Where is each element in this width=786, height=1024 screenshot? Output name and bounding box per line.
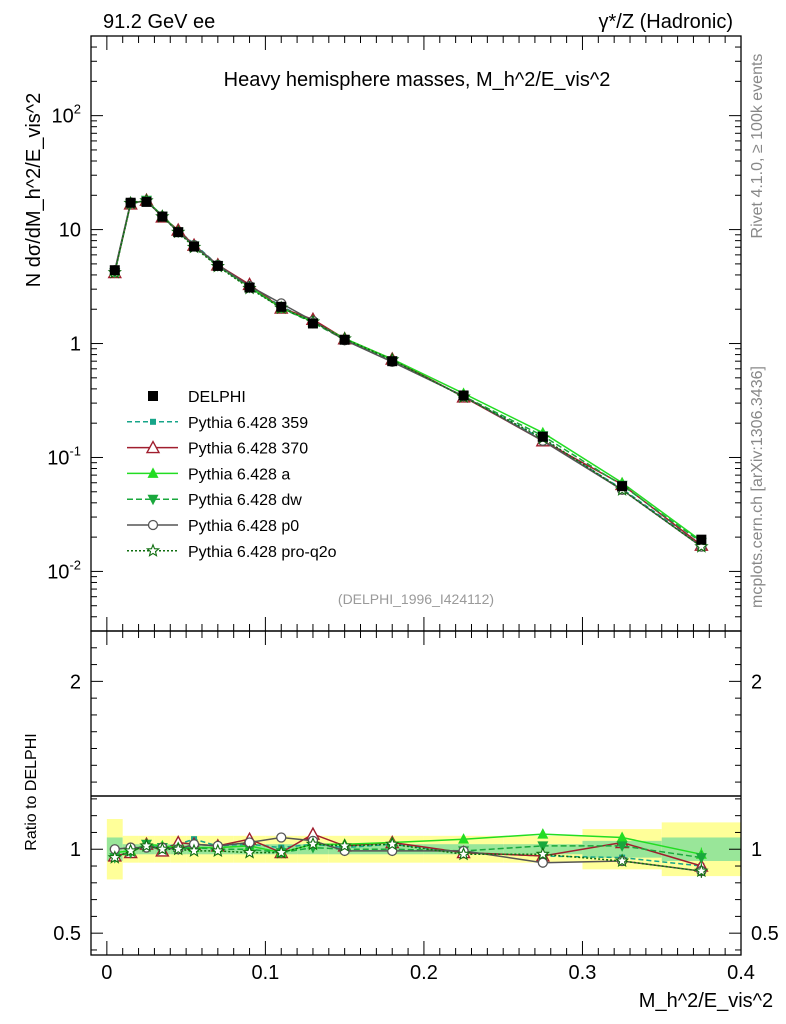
ratio-y-tick-label-right: 0.5 — [751, 923, 779, 945]
ratio-point-pythia-6-428-pro-q2o-1 — [123, 843, 138, 858]
ratio-y-tick-label-left: 1 — [70, 839, 81, 861]
ratio-point-pythia-6-428-pro-q2o-15 — [694, 863, 709, 878]
ratio-point-pythia-6-428-pro-q2o-13 — [535, 846, 550, 861]
point-delphi-0 — [109, 265, 120, 276]
point-delphi-2 — [141, 196, 152, 207]
legend-marker-pythia-6-428-dw — [147, 494, 159, 506]
series-line-pythia-6-428-dw — [114, 199, 702, 543]
rivet-label: Rivet 4.1.0, ≥ 100k events — [749, 54, 766, 239]
legend-label-pythia-6-428-dw: Pythia 6.428 dw — [188, 492, 302, 509]
ratio-line-pythia-6-428-pro-q2o — [114, 843, 702, 872]
ratio-point-pythia-6-428-a-12 — [458, 833, 470, 844]
legend-marker-pythia-6-428-p0 — [147, 519, 159, 531]
point-delphi-14 — [617, 481, 628, 492]
ratio-point-pythia-6-428-a-13 — [537, 828, 549, 839]
ratio-point-pythia-6-428-dw-15 — [695, 853, 707, 864]
point-pythia-6-428-pro-q2o-15 — [694, 539, 709, 553]
reference-label: (DELPHI_1996_I424112) — [338, 591, 494, 607]
ratio-point-pythia-6-428-dw-14 — [616, 841, 628, 852]
point-delphi-11 — [387, 356, 398, 367]
point-delphi-1 — [125, 197, 136, 208]
main-y-tick-label: 10 — [59, 220, 81, 242]
ratio-point-pythia-6-428-p0-8 — [276, 832, 287, 843]
x-tick-label: 0.4 — [727, 962, 755, 984]
x-tick-label: 0.2 — [410, 962, 438, 984]
ratio-y-axis-label: Ratio to DELPHI — [23, 733, 40, 850]
main-y-tick-label: 102 — [52, 102, 81, 128]
ratio-y-tick-label-right: 2 — [751, 671, 762, 693]
series-line-pythia-6-428-pro-q2o — [114, 199, 702, 548]
ratio-point-pythia-6-428-pro-q2o-12 — [456, 846, 471, 861]
ratio-point-pythia-6-428-a-14 — [616, 831, 628, 842]
point-delphi-8 — [276, 301, 287, 312]
point-delphi-15 — [696, 534, 707, 545]
x-tick-label: 0 — [101, 962, 112, 984]
ratio-point-pythia-6-428-pro-q2o-0 — [107, 850, 122, 864]
ratio-plot-panel: 0.5 0.5 1 1 2 2 0 0.1 0.2 0.3 0.4 Ratio to DELPHI… — [23, 630, 779, 1012]
legend-label-pythia-6-428-a: Pythia 6.428 a — [188, 466, 290, 483]
ratio-point-pythia-6-428-pro-q2o-2 — [139, 838, 154, 852]
ratio-point-pythia-6-428-pro-q2o-10 — [337, 838, 352, 852]
legend-label-pythia-6-428-370: Pythia 6.428 370 — [188, 441, 308, 458]
ratio-y-ticks: 0.5 0.5 1 1 2 2 — [53, 647, 779, 951]
ratio-line-pythia-6-428-dw — [114, 843, 702, 859]
ratio-point-pythia-6-428-pro-q2o-6 — [210, 843, 225, 858]
ratio-point-pythia-6-428-pro-q2o-14 — [614, 853, 630, 867]
x-tick-label: 0.1 — [251, 962, 279, 984]
plot-title: Heavy hemisphere masses, M_h^2/E_vis^2 — [224, 69, 611, 91]
ratio-point-pythia-6-428-pro-q2o-11 — [385, 836, 400, 851]
ratio-point-pythia-6-428-pro-q2o-7 — [242, 845, 257, 859]
legend-label-pythia-6-428-p0: Pythia 6.428 p0 — [188, 518, 299, 535]
main-x-ticks — [106, 36, 742, 631]
x-tick-label: 0.3 — [569, 962, 597, 984]
point-delphi-7 — [244, 282, 255, 293]
ratio-point-pythia-6-428-pro-q2o-9 — [305, 836, 321, 851]
legend-marker-pythia-6-428-a — [147, 467, 159, 478]
series-line-pythia-6-428-p0 — [114, 200, 702, 548]
ratio-point-pythia-6-428-pro-q2o-5 — [186, 843, 202, 858]
main-y-ticks: 10-2 10-1 1 10 102 — [47, 35, 741, 632]
main-y-tick-label: 1 — [70, 334, 81, 356]
ratio-point-pythia-6-428-p0-13 — [537, 857, 548, 868]
ratio-plot-frame — [90, 630, 742, 956]
ratio-point-pythia-6-428-dw-13 — [537, 841, 549, 852]
ratio-point-pythia-6-428-pro-q2o-8 — [274, 845, 289, 859]
main-y-tick-label: 10-1 — [47, 443, 81, 469]
legend: DELPHI Pythia 6.428 359 Pythia 6.428 370 Py… — [127, 389, 337, 561]
x-axis-label: M_h^2/E_vis^2 — [639, 990, 773, 1012]
ratio-y-tick-label-left: 2 — [70, 671, 81, 693]
ratio-series-layer — [107, 826, 709, 878]
ratio-point-pythia-6-428-pro-q2o-3 — [155, 841, 170, 856]
main-y-tick-label: 10-2 — [47, 557, 81, 583]
legend-label-pythia-6-428-pro-q2o: Pythia 6.428 pro-q2o — [188, 544, 337, 561]
legend-marker-pythia-6-428-pro-q2o — [145, 543, 161, 557]
point-delphi-4 — [173, 227, 184, 238]
ratio-y-tick-label-left: 0.5 — [53, 923, 81, 945]
main-y-axis-label: N dσ/dM_h^2/E_vis^2 — [23, 93, 45, 288]
legend-marker-pythia-6-428-370 — [145, 440, 161, 454]
mcplots-label: mcplots.cern.ch [arXiv:1306.3436] — [749, 366, 766, 608]
header-left: 91.2 GeV ee — [103, 11, 215, 33]
point-delphi-3 — [157, 211, 168, 222]
main-series-layer — [107, 192, 709, 553]
point-delphi-5 — [189, 241, 200, 252]
legend-label-pythia-6-428-359: Pythia 6.428 359 — [188, 415, 308, 432]
main-plot-frame — [90, 35, 742, 632]
point-delphi-6 — [212, 260, 223, 271]
ratio-x-ticks: 0 0.1 0.2 0.3 0.4 — [101, 631, 755, 984]
legend-marker-delphi — [148, 391, 158, 401]
point-delphi-9 — [307, 318, 318, 329]
ratio-line-pythia-6-428-a — [114, 833, 702, 856]
legend-label-delphi: DELPHI — [188, 389, 246, 406]
ratio-point-pythia-6-428-pro-q2o-4 — [171, 841, 186, 856]
point-delphi-10 — [339, 334, 350, 345]
legend-marker-pythia-6-428-359 — [150, 418, 156, 425]
ratio-y-tick-label-right: 1 — [751, 839, 762, 861]
main-plot-panel: 10-2 10-1 1 10 102 Heavy hemisphere masses, … — [23, 35, 742, 632]
header-right: γ*/Z (Hadronic) — [599, 11, 733, 33]
point-delphi-12 — [458, 390, 469, 401]
point-delphi-13 — [537, 431, 548, 442]
